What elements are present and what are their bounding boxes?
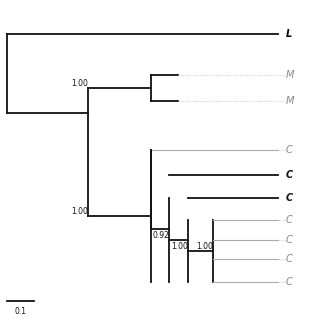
Text: 1.00: 1.00 — [196, 242, 213, 251]
Text: C: C — [286, 145, 293, 155]
Text: L: L — [286, 28, 292, 39]
Text: M: M — [286, 70, 294, 81]
Text: C: C — [286, 277, 293, 287]
Text: 1.00: 1.00 — [71, 79, 88, 88]
Text: M: M — [286, 96, 294, 106]
Text: 1.00: 1.00 — [71, 207, 88, 216]
Text: 1.00: 1.00 — [172, 242, 188, 251]
Text: 0.1: 0.1 — [14, 308, 26, 316]
Text: C: C — [286, 254, 293, 264]
Text: C: C — [286, 215, 293, 226]
Text: C: C — [286, 235, 293, 245]
Text: C: C — [286, 193, 293, 203]
Text: 0.92: 0.92 — [153, 231, 170, 240]
Text: C: C — [286, 170, 293, 180]
